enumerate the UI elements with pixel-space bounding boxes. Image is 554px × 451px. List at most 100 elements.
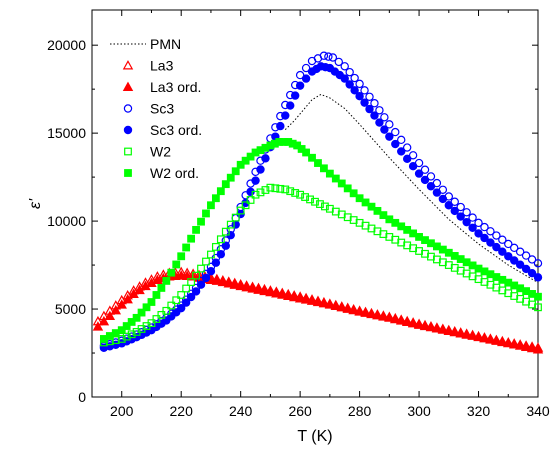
- data-point: [92, 321, 104, 331]
- legend-swatch: [123, 104, 133, 113]
- data-point: [372, 309, 383, 320]
- series-pmn: [284, 93, 539, 284]
- data-point: [379, 211, 388, 220]
- data-point: [172, 296, 181, 305]
- data-point: [256, 188, 265, 197]
- data-point: [397, 135, 406, 145]
- data-point: [127, 318, 136, 326]
- data-point: [162, 306, 171, 315]
- data-point: [384, 312, 395, 322]
- data-point: [251, 176, 260, 185]
- data-point: [191, 287, 201, 296]
- data-point: [231, 213, 240, 222]
- data-point: [527, 255, 537, 264]
- data-point: [325, 169, 334, 178]
- data-point: [456, 202, 465, 212]
- data-point: [534, 303, 542, 312]
- data-point: [291, 189, 300, 197]
- data-point: [319, 51, 329, 60]
- data-point: [277, 289, 288, 299]
- data-point: [211, 275, 223, 285]
- data-point: [420, 165, 430, 174]
- data-point: [497, 336, 508, 347]
- data-point: [206, 267, 216, 276]
- data-point: [181, 298, 191, 307]
- data-point: [231, 220, 240, 229]
- data-point: [365, 104, 374, 114]
- data-point: [306, 195, 314, 204]
- data-point: [211, 242, 220, 251]
- data-point: [176, 303, 186, 313]
- data-point: [486, 227, 495, 236]
- data-point: [256, 165, 265, 174]
- data-point: [492, 242, 501, 252]
- data-point: [533, 259, 543, 268]
- data-point: [181, 270, 193, 281]
- data-point: [147, 319, 156, 328]
- data-point: [408, 162, 418, 171]
- data-point: [425, 321, 437, 332]
- data-point: [365, 92, 374, 101]
- data-point: [355, 79, 364, 89]
- data-point: [504, 252, 513, 261]
- data-point: [251, 190, 260, 199]
- x-tick-label: 340: [526, 403, 550, 419]
- data-point: [308, 153, 316, 162]
- data-point: [235, 280, 246, 291]
- data-point: [196, 280, 206, 289]
- data-point: [172, 260, 181, 269]
- data-point: [396, 315, 407, 325]
- data-point: [479, 332, 490, 343]
- data-point: [216, 187, 225, 196]
- data-point: [390, 313, 401, 324]
- data-point: [526, 342, 538, 353]
- data-point: [110, 304, 122, 315]
- data-point: [355, 194, 364, 203]
- legend-label: PMN: [150, 36, 181, 52]
- legend-entry: Sc3 ord.: [123, 122, 202, 138]
- data-point: [375, 106, 384, 115]
- x-tick-label: 300: [407, 403, 431, 419]
- data-point: [474, 229, 483, 238]
- data-point: [290, 91, 300, 100]
- legend-label: Sc3: [150, 101, 174, 117]
- data-point: [355, 91, 364, 101]
- data-point: [462, 208, 471, 217]
- data-point: [288, 291, 300, 302]
- data-point: [246, 196, 255, 204]
- data-point: [455, 328, 466, 338]
- series-w2-ord-: [99, 138, 542, 343]
- legend-swatch: [122, 60, 134, 70]
- data-point: [201, 273, 211, 283]
- y-tick-label: 20000: [47, 37, 86, 53]
- data-point: [449, 326, 460, 337]
- data-point: [202, 209, 210, 218]
- data-point: [324, 52, 333, 61]
- data-point: [373, 206, 382, 215]
- data-point: [261, 186, 270, 194]
- data-point: [510, 256, 519, 265]
- data-point: [498, 235, 507, 244]
- data-point: [211, 194, 220, 203]
- data-point: [253, 284, 264, 294]
- data-point: [142, 303, 151, 312]
- data-point: [491, 335, 502, 345]
- data-point: [380, 125, 389, 134]
- data-point: [345, 80, 354, 89]
- data-point: [157, 284, 166, 292]
- data-point: [474, 218, 483, 228]
- data-point: [117, 335, 126, 343]
- data-point: [337, 179, 346, 188]
- legend-swatch: [122, 81, 134, 91]
- data-point: [167, 268, 176, 277]
- legend-label: W2 ord.: [150, 165, 199, 181]
- data-point: [331, 174, 340, 183]
- data-point: [221, 241, 230, 250]
- data-point: [492, 231, 501, 240]
- data-point: [98, 315, 110, 326]
- series-line: [284, 93, 539, 284]
- data-point: [521, 264, 531, 274]
- data-point: [340, 62, 349, 71]
